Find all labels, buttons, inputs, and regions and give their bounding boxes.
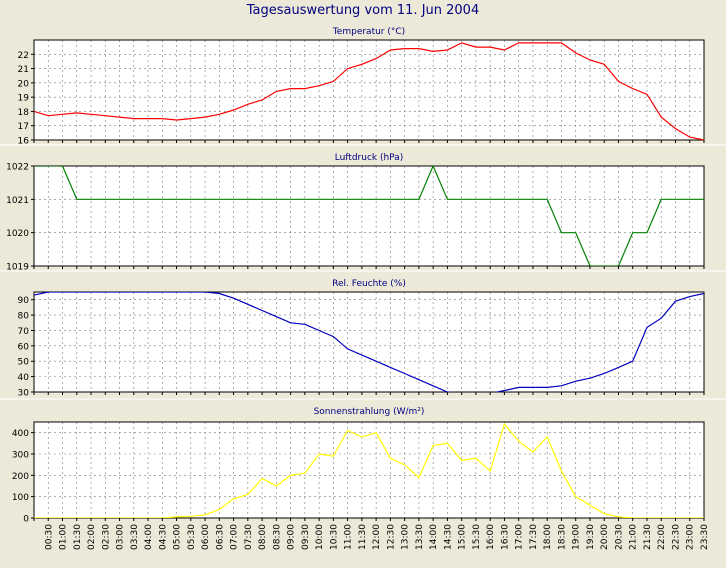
x-tick-label: 04:30 [158,524,168,550]
x-tick-label: 18:30 [557,524,567,550]
x-tick-label: 09:00 [287,524,297,550]
x-tick-label: 07:00 [230,524,240,550]
x-tick-label: 11:00 [344,524,354,550]
y-tick-label: 90 [18,296,30,306]
x-tick-label: 04:00 [144,524,154,550]
x-tick-label: 00:30 [44,524,54,550]
x-tick-label: 06:30 [215,524,225,550]
series-line [34,422,704,518]
x-tick-label: 21:30 [643,524,653,550]
plot-area [34,422,704,518]
x-tick-label: 05:00 [173,524,183,550]
x-tick-label: 08:30 [272,524,282,550]
y-tick-label: 30 [18,389,30,399]
panel-title: Luftdruck (hPa) [335,153,404,163]
y-tick-label: 50 [18,358,30,368]
y-tick-label: 200 [12,472,29,482]
plot-area [34,40,704,140]
x-tick-label: 09:30 [301,524,311,550]
x-tick-label: 12:30 [386,524,396,550]
x-tick-label: 19:30 [586,524,596,550]
y-tick-label: 100 [12,493,29,503]
x-tick-label: 22:00 [657,524,667,550]
y-tick-label: 300 [12,451,29,461]
y-tick-label: 1020 [6,229,29,239]
plot-frame [33,165,705,267]
y-tick-label: 40 [18,373,30,383]
y-tick-label: 400 [12,429,29,439]
x-tick-label: 10:00 [315,524,325,550]
x-tick-label: 23:30 [700,524,710,550]
y-tick-label: 17 [18,122,29,132]
series-line [34,166,704,266]
series-line [34,292,704,392]
panel-title: Temperatur (°C) [332,27,405,37]
x-tick-label: 19:00 [572,524,582,550]
x-tick-label: 02:30 [101,524,111,550]
x-tick-label: 12:00 [372,524,382,550]
x-tick-label: 15:00 [458,524,468,550]
x-tick-label: 01:30 [73,524,83,550]
panel-title: Sonnenstrahlung (W/m²) [314,407,425,417]
x-tick-label: 17:00 [515,524,525,550]
y-tick-label: 60 [18,342,30,352]
y-tick-label: 20 [18,79,30,89]
y-tick-label: 22 [18,51,29,61]
plot-area [34,292,704,392]
x-tick-label: 14:00 [429,524,439,550]
plot-frame [33,291,705,393]
x-tick-label: 17:30 [529,524,539,550]
y-tick-label: 1022 [6,163,29,173]
x-tick-label: 20:00 [600,524,610,550]
x-tick-label: 16:00 [486,524,496,550]
series-line [34,42,704,140]
x-tick-label: 22:30 [671,524,681,550]
y-tick-label: 0 [23,515,29,525]
x-tick-label: 11:30 [358,524,368,550]
y-tick-label: 1021 [6,196,29,206]
y-tick-label: 19 [18,94,30,104]
x-tick-label: 13:00 [401,524,411,550]
x-tick-label: 21:00 [629,524,639,550]
y-tick-label: 70 [18,327,30,337]
x-tick-label: 15:30 [472,524,482,550]
x-tick-label: 03:30 [130,524,140,550]
y-tick-label: 1019 [6,263,29,273]
x-tick-label: 01:00 [59,524,69,550]
x-tick-label: 13:30 [415,524,425,550]
y-tick-label: 21 [18,65,29,75]
x-tick-label: 14:30 [443,524,453,550]
x-tick-label: 18:00 [543,524,553,550]
y-tick-label: 18 [18,108,30,118]
y-tick-label: 80 [18,312,30,322]
x-tick-label: 16:30 [500,524,510,550]
y-tick-label: 16 [18,137,30,147]
x-tick-label: 05:30 [187,524,197,550]
x-tick-label: 08:00 [258,524,268,550]
x-tick-label: 10:30 [329,524,339,550]
main-title: Tagesauswertung vom 11. Jun 2004 [246,3,479,18]
x-tick-label: 06:00 [201,524,211,550]
x-tick-label: 02:00 [87,524,97,550]
plot-area [34,166,704,266]
x-tick-label: 20:30 [614,524,624,550]
plot-frame [33,421,705,519]
plot-frame [33,39,705,141]
panel-title: Rel. Feuchte (%) [332,279,406,289]
x-tick-label: 03:00 [116,524,126,550]
x-tick-label: 07:30 [244,524,254,550]
x-tick-label: 23:00 [686,524,696,550]
